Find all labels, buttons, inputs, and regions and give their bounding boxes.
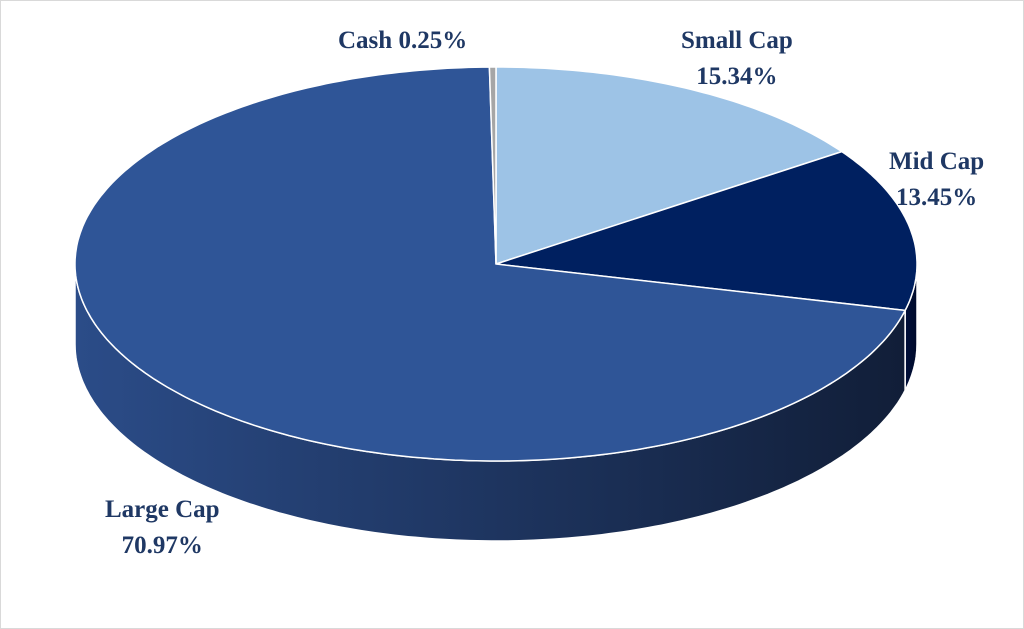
label-cash-name: Cash — [338, 27, 393, 54]
label-cash: Cash 0.25% — [338, 23, 467, 59]
label-small-cap: Small Cap 15.34% — [681, 23, 793, 95]
slice-mid-cap — [495, 150, 918, 312]
label-small-cap-value: 15.34% — [696, 63, 778, 90]
label-mid-cap: Mid Cap 13.45% — [889, 144, 984, 216]
label-mid-cap-value: 13.45% — [895, 184, 978, 211]
label-large-cap: Large Cap 70.97% — [105, 492, 220, 564]
slice-large-cap — [74, 66, 907, 462]
label-large-cap-name: Large Cap — [105, 496, 220, 523]
label-small-cap-name: Small Cap — [681, 27, 793, 54]
slice-small-cap — [495, 66, 844, 266]
label-mid-cap-name: Mid Cap — [889, 148, 985, 175]
slice-cash — [488, 66, 497, 265]
label-cash-value: 0.25% — [398, 27, 468, 54]
label-large-cap-value: 70.97% — [121, 532, 203, 559]
